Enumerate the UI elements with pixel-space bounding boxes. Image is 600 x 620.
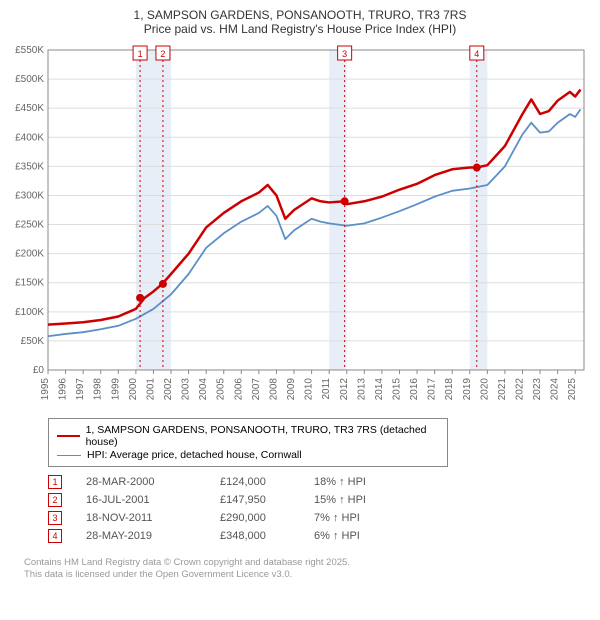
svg-text:2024: 2024 bbox=[550, 378, 561, 401]
svg-text:2020: 2020 bbox=[479, 378, 490, 401]
svg-text:2016: 2016 bbox=[409, 378, 420, 401]
svg-text:£450K: £450K bbox=[15, 103, 44, 114]
svg-text:£200K: £200K bbox=[15, 249, 44, 260]
sale-marker: 3 bbox=[48, 511, 62, 525]
svg-text:2005: 2005 bbox=[216, 378, 227, 401]
chart-area: £0 £50K £100K £150K £200K £250K £300K £350K £400… bbox=[12, 42, 588, 412]
svg-text:2001: 2001 bbox=[145, 378, 156, 401]
sale-row: 4 28-MAY-2019 £348,000 6% ↑ HPI bbox=[48, 529, 588, 543]
svg-text:2004: 2004 bbox=[198, 378, 209, 401]
svg-text:£350K: £350K bbox=[15, 161, 44, 172]
sale-date: 28-MAY-2019 bbox=[86, 530, 196, 542]
footer-line-2: This data is licensed under the Open Gov… bbox=[24, 569, 588, 581]
sale-date: 16-JUL-2001 bbox=[86, 494, 196, 506]
sale-marker: 4 bbox=[48, 529, 62, 543]
svg-text:2014: 2014 bbox=[374, 378, 385, 401]
svg-text:£400K: £400K bbox=[15, 132, 44, 143]
footer-line-1: Contains HM Land Registry data © Crown c… bbox=[24, 557, 588, 569]
legend-item: HPI: Average price, detached house, Corn… bbox=[57, 449, 439, 461]
svg-text:1: 1 bbox=[138, 49, 143, 59]
svg-text:£0: £0 bbox=[33, 365, 45, 376]
svg-text:4: 4 bbox=[474, 49, 479, 59]
sale-row: 2 16-JUL-2001 £147,950 15% ↑ HPI bbox=[48, 493, 588, 507]
svg-text:2025: 2025 bbox=[567, 378, 578, 401]
legend-label: HPI: Average price, detached house, Corn… bbox=[87, 449, 302, 461]
sales-table: 1 28-MAR-2000 £124,000 18% ↑ HPI 2 16-JUL-200… bbox=[48, 475, 588, 543]
page-container: 1, SAMPSON GARDENS, PONSANOOTH, TRURO, T… bbox=[0, 0, 600, 590]
svg-text:2000: 2000 bbox=[128, 378, 139, 401]
legend-label: 1, SAMPSON GARDENS, PONSANOOTH, TRURO, T… bbox=[86, 424, 439, 448]
svg-text:3: 3 bbox=[342, 49, 347, 59]
svg-text:2022: 2022 bbox=[514, 378, 525, 401]
svg-text:1997: 1997 bbox=[75, 378, 86, 401]
svg-text:£250K: £250K bbox=[15, 220, 44, 231]
svg-text:2002: 2002 bbox=[163, 378, 174, 401]
legend-item: 1, SAMPSON GARDENS, PONSANOOTH, TRURO, T… bbox=[57, 424, 439, 448]
svg-text:2: 2 bbox=[160, 49, 165, 59]
sale-price: £290,000 bbox=[220, 512, 290, 524]
svg-text:2008: 2008 bbox=[268, 378, 279, 401]
title-line-2: Price paid vs. HM Land Registry's House … bbox=[12, 22, 588, 36]
svg-text:2013: 2013 bbox=[356, 378, 367, 401]
svg-text:£550K: £550K bbox=[15, 45, 44, 56]
svg-text:1995: 1995 bbox=[40, 378, 51, 401]
sale-hpi: 7% ↑ HPI bbox=[314, 512, 394, 524]
svg-text:2021: 2021 bbox=[497, 378, 508, 401]
svg-text:2017: 2017 bbox=[427, 378, 438, 401]
sale-row: 1 28-MAR-2000 £124,000 18% ↑ HPI bbox=[48, 475, 588, 489]
svg-text:2009: 2009 bbox=[286, 378, 297, 401]
sale-price: £147,950 bbox=[220, 494, 290, 506]
sale-date: 28-MAR-2000 bbox=[86, 476, 196, 488]
svg-text:£150K: £150K bbox=[15, 278, 44, 289]
svg-text:2015: 2015 bbox=[391, 378, 402, 401]
svg-text:1996: 1996 bbox=[58, 378, 69, 401]
chart-title: 1, SAMPSON GARDENS, PONSANOOTH, TRURO, T… bbox=[12, 8, 588, 36]
chart-svg: £0 £50K £100K £150K £200K £250K £300K £350K £400… bbox=[12, 42, 588, 412]
sale-date: 18-NOV-2011 bbox=[86, 512, 196, 524]
svg-text:1999: 1999 bbox=[110, 378, 121, 401]
svg-text:2018: 2018 bbox=[444, 378, 455, 401]
svg-text:1998: 1998 bbox=[93, 378, 104, 401]
sale-marker: 1 bbox=[48, 475, 62, 489]
svg-text:2019: 2019 bbox=[462, 378, 473, 401]
svg-text:2007: 2007 bbox=[251, 378, 262, 401]
svg-text:£50K: £50K bbox=[21, 336, 45, 347]
svg-text:2012: 2012 bbox=[339, 378, 350, 401]
sale-hpi: 15% ↑ HPI bbox=[314, 494, 394, 506]
footer: Contains HM Land Registry data © Crown c… bbox=[24, 557, 588, 582]
svg-text:£300K: £300K bbox=[15, 190, 44, 201]
sale-price: £348,000 bbox=[220, 530, 290, 542]
svg-text:2023: 2023 bbox=[532, 378, 543, 401]
svg-text:£100K: £100K bbox=[15, 307, 44, 318]
sale-hpi: 18% ↑ HPI bbox=[314, 476, 394, 488]
sale-hpi: 6% ↑ HPI bbox=[314, 530, 394, 542]
svg-text:2006: 2006 bbox=[233, 378, 244, 401]
legend-swatch bbox=[57, 455, 81, 456]
legend-swatch bbox=[57, 435, 80, 437]
legend: 1, SAMPSON GARDENS, PONSANOOTH, TRURO, T… bbox=[48, 418, 448, 467]
sale-row: 3 18-NOV-2011 £290,000 7% ↑ HPI bbox=[48, 511, 588, 525]
sale-price: £124,000 bbox=[220, 476, 290, 488]
svg-text:£500K: £500K bbox=[15, 74, 44, 85]
svg-text:2011: 2011 bbox=[321, 378, 332, 400]
svg-text:2003: 2003 bbox=[181, 378, 192, 401]
sale-marker: 2 bbox=[48, 493, 62, 507]
svg-text:2010: 2010 bbox=[304, 378, 315, 401]
title-line-1: 1, SAMPSON GARDENS, PONSANOOTH, TRURO, T… bbox=[12, 8, 588, 22]
